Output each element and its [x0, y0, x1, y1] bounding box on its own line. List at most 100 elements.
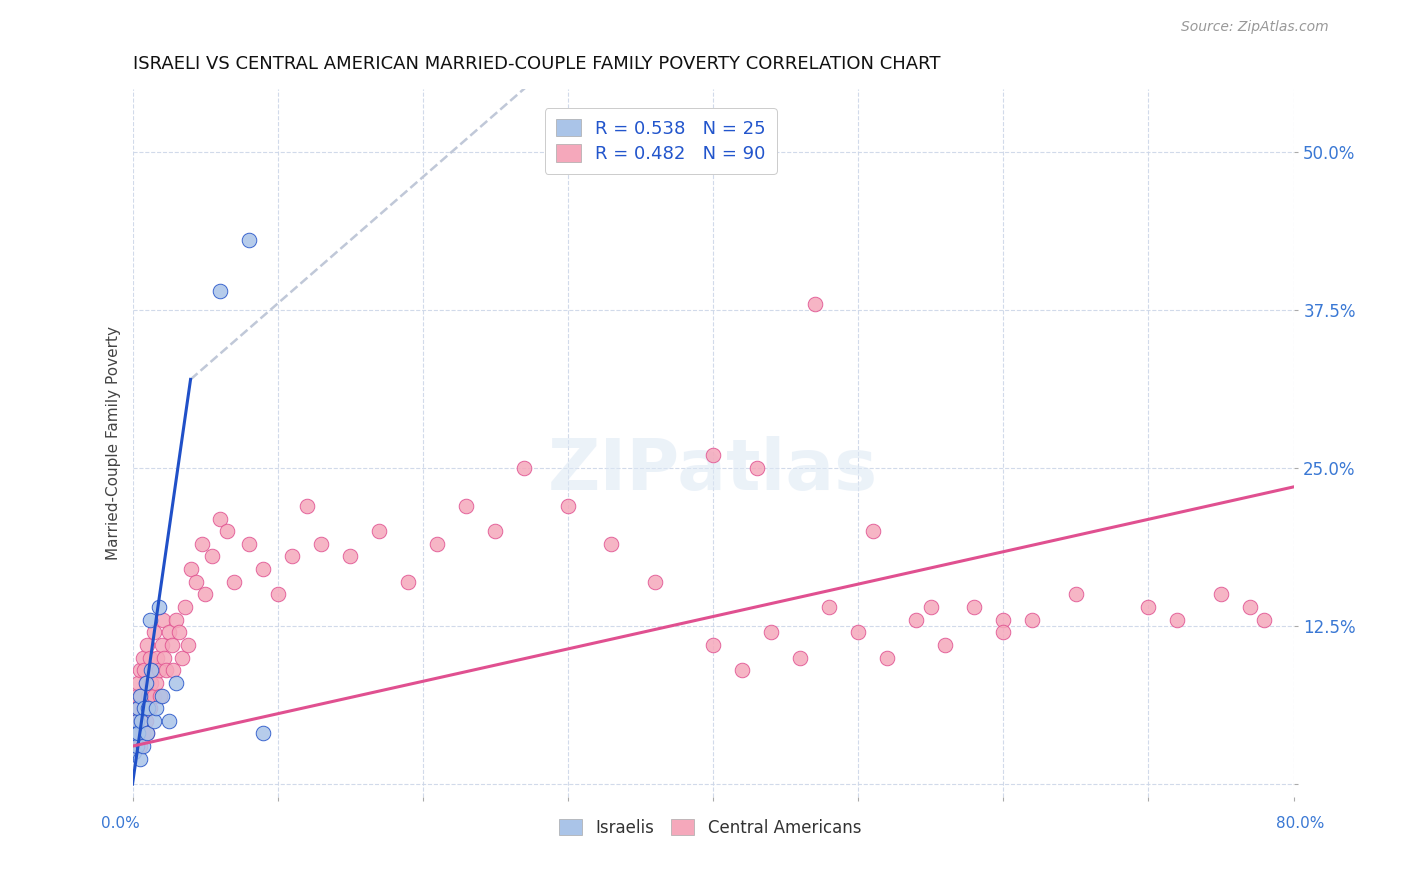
- Point: [208, 511, 231, 525]
- Point: [142, 663, 165, 677]
- Point: [124, 726, 146, 740]
- Point: [862, 524, 884, 538]
- Legend: R = 0.538   N = 25, R = 0.482   N = 90: R = 0.538 N = 25, R = 0.482 N = 90: [544, 108, 776, 174]
- Point: [165, 676, 187, 690]
- Point: [789, 650, 811, 665]
- Point: [131, 650, 153, 665]
- Point: [1064, 587, 1087, 601]
- Point: [138, 689, 160, 703]
- Point: [143, 689, 166, 703]
- Point: [1253, 613, 1275, 627]
- Point: [141, 663, 163, 677]
- Point: [934, 638, 956, 652]
- Point: [127, 726, 149, 740]
- Point: [143, 714, 166, 728]
- Point: [145, 676, 167, 690]
- Point: [396, 574, 419, 589]
- Y-axis label: Married-Couple Family Poverty: Married-Couple Family Poverty: [107, 326, 121, 559]
- Point: [138, 701, 160, 715]
- Point: [745, 461, 768, 475]
- Point: [252, 726, 274, 740]
- Point: [165, 613, 187, 627]
- Point: [125, 739, 148, 753]
- Point: [141, 676, 163, 690]
- Point: [132, 663, 155, 677]
- Point: [759, 625, 782, 640]
- Point: [132, 701, 155, 715]
- Point: [339, 549, 361, 564]
- Point: [131, 739, 153, 753]
- Point: [139, 701, 162, 715]
- Text: Source: ZipAtlas.com: Source: ZipAtlas.com: [1181, 21, 1329, 34]
- Point: [155, 663, 177, 677]
- Point: [152, 613, 174, 627]
- Point: [201, 549, 224, 564]
- Point: [143, 625, 166, 640]
- Point: [132, 701, 155, 715]
- Point: [818, 600, 841, 615]
- Point: [139, 650, 162, 665]
- Point: [153, 650, 176, 665]
- Point: [162, 663, 184, 677]
- Point: [252, 562, 274, 576]
- Point: [160, 638, 183, 652]
- Point: [222, 574, 245, 589]
- Point: [125, 714, 148, 728]
- Point: [150, 689, 173, 703]
- Legend: Israelis, Central Americans: Israelis, Central Americans: [553, 813, 868, 844]
- Text: 0.0%: 0.0%: [101, 816, 141, 830]
- Point: [136, 726, 159, 740]
- Point: [731, 663, 754, 677]
- Point: [129, 689, 152, 703]
- Point: [128, 739, 150, 753]
- Point: [1239, 600, 1261, 615]
- Point: [281, 549, 304, 564]
- Point: [876, 650, 898, 665]
- Point: [644, 574, 666, 589]
- Point: [139, 613, 162, 627]
- Point: [135, 676, 157, 690]
- Point: [993, 625, 1015, 640]
- Point: [124, 701, 146, 715]
- Point: [484, 524, 506, 538]
- Text: ISRAELI VS CENTRAL AMERICAN MARRIED-COUPLE FAMILY POVERTY CORRELATION CHART: ISRAELI VS CENTRAL AMERICAN MARRIED-COUP…: [132, 55, 941, 73]
- Point: [993, 613, 1015, 627]
- Point: [149, 689, 172, 703]
- Point: [176, 638, 198, 652]
- Point: [125, 689, 148, 703]
- Text: 80.0%: 80.0%: [1277, 816, 1324, 830]
- Point: [148, 663, 170, 677]
- Point: [557, 499, 579, 513]
- Point: [136, 638, 159, 652]
- Point: [128, 689, 150, 703]
- Point: [1137, 600, 1160, 615]
- Point: [456, 499, 478, 513]
- Point: [128, 663, 150, 677]
- Text: ZIPatlas: ZIPatlas: [548, 436, 879, 506]
- Point: [186, 574, 208, 589]
- Point: [173, 600, 195, 615]
- Point: [157, 714, 180, 728]
- Point: [803, 296, 825, 310]
- Point: [963, 600, 986, 615]
- Point: [194, 587, 217, 601]
- Point: [135, 714, 157, 728]
- Point: [167, 625, 190, 640]
- Point: [146, 650, 169, 665]
- Point: [122, 746, 145, 760]
- Point: [191, 537, 214, 551]
- Point: [309, 537, 332, 551]
- Point: [129, 714, 152, 728]
- Point: [1021, 613, 1043, 627]
- Point: [124, 739, 146, 753]
- Point: [208, 284, 231, 298]
- Point: [215, 524, 238, 538]
- Point: [127, 726, 149, 740]
- Point: [905, 613, 928, 627]
- Point: [150, 638, 173, 652]
- Point: [135, 676, 157, 690]
- Point: [145, 701, 167, 715]
- Point: [266, 587, 288, 601]
- Point: [702, 448, 724, 462]
- Point: [125, 714, 148, 728]
